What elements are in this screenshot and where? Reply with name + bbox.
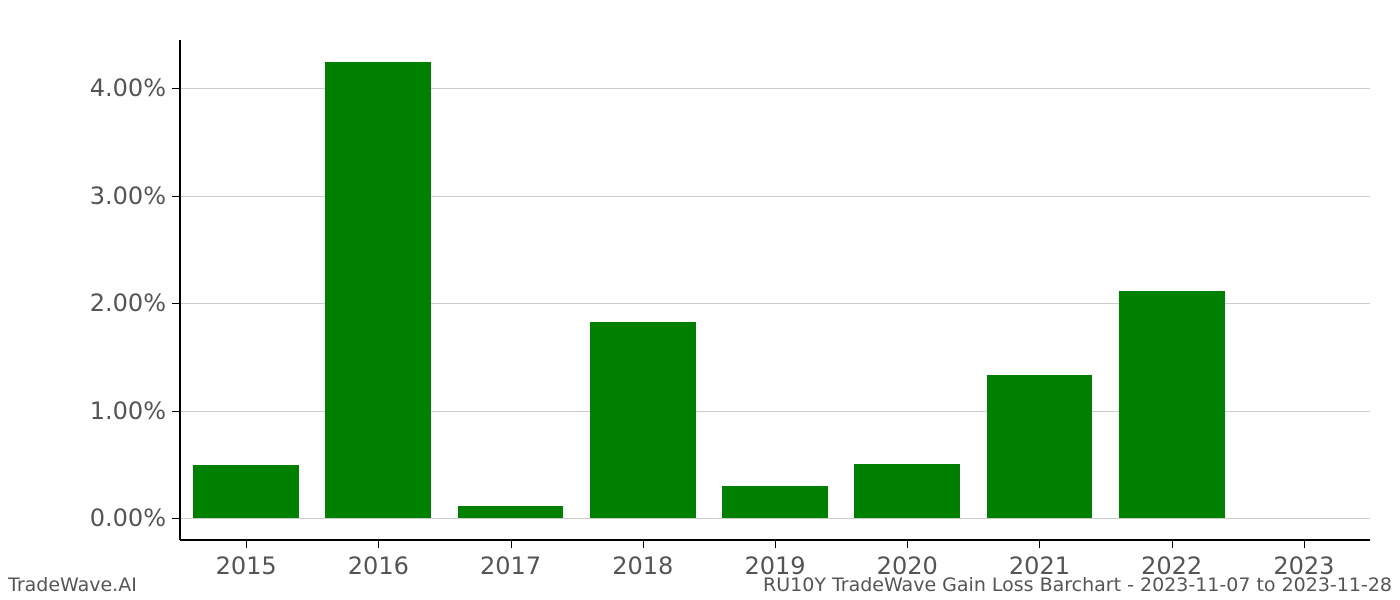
y-tick-label: 2.00%	[90, 289, 166, 317]
bar	[458, 506, 564, 519]
x-tick-label: 2016	[348, 552, 409, 580]
x-tick-mark	[1172, 540, 1173, 548]
y-tick-label: 3.00%	[90, 182, 166, 210]
bar	[722, 486, 828, 518]
y-tick-label: 0.00%	[90, 504, 166, 532]
x-tick-mark	[246, 540, 247, 548]
bar	[987, 375, 1093, 518]
footer-brand: TradeWave.AI	[8, 574, 137, 596]
x-tick-mark	[907, 540, 908, 548]
x-tick-mark	[1039, 540, 1040, 548]
footer-caption: RU10Y TradeWave Gain Loss Barchart - 202…	[763, 574, 1392, 596]
x-axis-spine	[180, 539, 1370, 541]
x-tick-label: 2017	[480, 552, 541, 580]
bar	[193, 465, 299, 519]
x-tick-label: 2015	[216, 552, 277, 580]
gridline	[180, 518, 1370, 519]
y-axis-spine	[179, 40, 181, 540]
x-tick-mark	[643, 540, 644, 548]
x-tick-label: 2018	[612, 552, 673, 580]
x-tick-mark	[378, 540, 379, 548]
y-tick-label: 4.00%	[90, 74, 166, 102]
x-tick-mark	[1304, 540, 1305, 548]
bar	[325, 62, 431, 519]
chart-container: 0.00% 1.00% 2.00% 3.00% 4.00% 2015 2016 2017 20…	[0, 0, 1400, 600]
bar	[1119, 291, 1225, 519]
bar	[590, 322, 696, 519]
bar	[854, 464, 960, 519]
x-tick-mark	[775, 540, 776, 548]
x-tick-mark	[511, 540, 512, 548]
y-tick-label: 1.00%	[90, 397, 166, 425]
